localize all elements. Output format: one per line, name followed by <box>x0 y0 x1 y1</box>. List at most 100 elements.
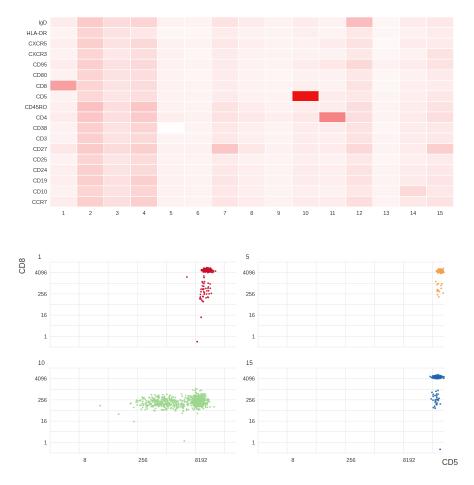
heatmap-cell <box>76 132 105 144</box>
data-point <box>167 407 170 409</box>
data-point <box>202 401 205 404</box>
heatmap-cell <box>318 132 347 144</box>
heatmap-cell <box>291 90 320 102</box>
heatmap-cell <box>426 111 454 123</box>
data-point <box>202 300 205 303</box>
heatmap-cell <box>426 90 454 102</box>
heatmap-cell <box>157 132 185 144</box>
data-point <box>439 448 441 451</box>
data-point <box>135 401 138 404</box>
heatmap-cell <box>103 69 132 81</box>
heatmap-column-label: 11 <box>330 211 336 217</box>
data-point <box>136 404 139 406</box>
data-point <box>141 402 144 405</box>
data-point <box>146 407 149 410</box>
data-point <box>197 397 200 399</box>
data-point <box>174 409 177 412</box>
data-point <box>164 408 166 411</box>
heatmap-cell <box>103 132 132 144</box>
facet-grid <box>257 261 444 348</box>
heatmap-cell <box>291 143 320 155</box>
heatmap-cell <box>130 111 158 123</box>
data-point <box>211 269 214 272</box>
heatmap-cell <box>264 58 293 71</box>
data-point <box>184 400 187 403</box>
data-point <box>161 396 163 398</box>
data-point <box>203 402 206 405</box>
data-point <box>207 289 210 292</box>
heatmap-cell <box>103 111 132 123</box>
heatmap-cell <box>264 27 293 39</box>
x-tick-label: 8 <box>291 458 294 464</box>
heatmap-cell <box>103 174 132 187</box>
data-point <box>438 375 441 377</box>
heatmap-cell <box>372 111 400 123</box>
heatmap-cell <box>264 90 293 102</box>
data-point <box>187 403 190 406</box>
data-point <box>181 395 184 398</box>
heatmap-cell <box>372 185 400 197</box>
data-point <box>192 395 195 398</box>
heatmap-cell <box>157 101 185 113</box>
heatmap-cell <box>130 132 158 144</box>
data-point <box>204 406 207 409</box>
data-point <box>199 297 201 300</box>
heatmap-cell <box>345 111 374 123</box>
data-point <box>202 290 205 293</box>
heatmap-cell <box>345 122 374 134</box>
heatmap-cell <box>372 153 400 165</box>
heatmap-cell <box>211 164 239 176</box>
data-point <box>153 403 156 405</box>
heatmap-cell <box>157 58 185 71</box>
data-point <box>159 400 161 403</box>
heatmap-cell <box>291 196 320 208</box>
data-point <box>151 400 154 402</box>
heatmap-cell <box>372 48 400 60</box>
heatmap-cell <box>345 80 374 92</box>
heatmap-cell <box>49 58 78 71</box>
data-point <box>190 396 192 399</box>
heatmap-cell <box>49 101 78 113</box>
data-point <box>209 283 212 285</box>
heatmap-cell <box>130 196 158 208</box>
data-point <box>201 397 204 400</box>
heatmap-cell <box>49 174 78 187</box>
heatmap-cell <box>264 80 293 92</box>
data-point <box>181 402 184 405</box>
data-point <box>202 404 205 407</box>
data-point <box>198 408 200 410</box>
data-point <box>209 267 212 270</box>
y-tick-label: 1 <box>252 440 255 446</box>
data-point <box>194 398 197 401</box>
data-point <box>442 377 445 380</box>
heatmap-cell <box>49 153 78 165</box>
data-point <box>170 407 173 409</box>
facet-points <box>99 387 215 442</box>
heatmap-row-label: CXCR3 <box>28 52 47 58</box>
heatmap-cell <box>103 16 132 28</box>
data-point <box>193 408 196 410</box>
data-point <box>199 404 202 407</box>
data-point <box>204 395 207 398</box>
heatmap-cell <box>264 196 293 208</box>
facet-15: 15 1 16 256 4096 8 256 8192 <box>243 361 445 464</box>
data-point <box>441 375 444 378</box>
heatmap-cell <box>318 48 347 60</box>
data-point <box>174 402 177 404</box>
heatmap-cell <box>264 111 293 123</box>
heatmap-cell <box>157 27 185 39</box>
data-point <box>133 420 135 423</box>
data-point <box>140 408 143 411</box>
data-point <box>156 402 159 405</box>
data-point <box>209 270 212 273</box>
heatmap-cell <box>184 111 212 123</box>
heatmap-cell <box>184 37 212 49</box>
heatmap-cell <box>76 101 105 113</box>
heatmap-cell <box>291 69 320 81</box>
heatmap-cell <box>264 16 293 28</box>
data-point <box>433 376 436 379</box>
heatmap-row-label: CD27 <box>33 147 47 153</box>
heatmap-cell <box>318 174 347 187</box>
heatmap-column-label: 9 <box>277 211 280 217</box>
